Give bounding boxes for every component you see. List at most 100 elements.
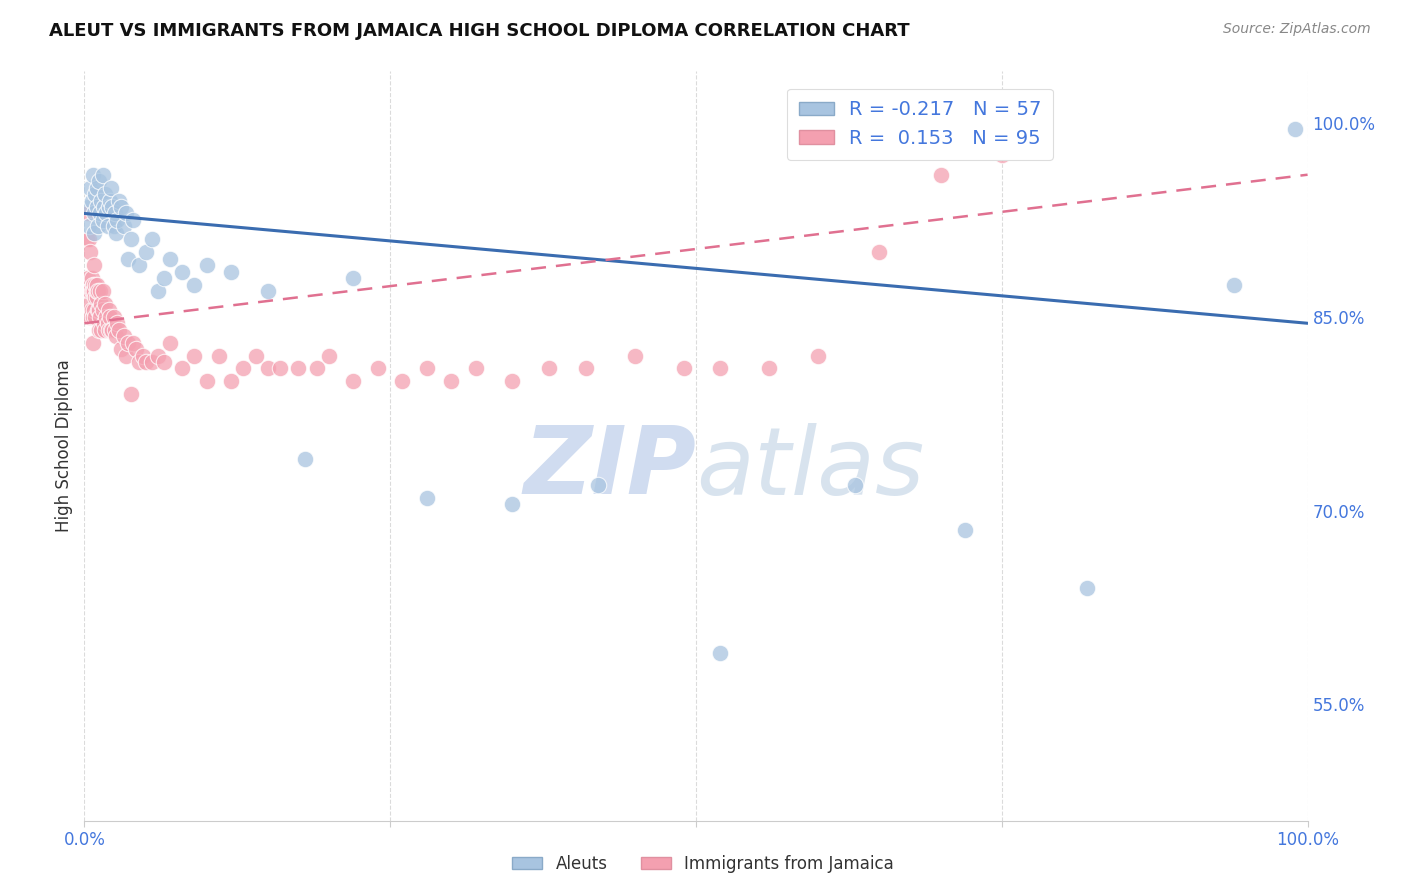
Point [89,284,111,298]
Point [83,206,105,220]
Point [294,451,316,466]
Point [82,277,104,292]
Point [586,477,609,491]
Point [287,361,309,376]
Point [84,310,107,324]
Point [86,180,108,194]
Point [79,310,101,324]
Legend: Aleuts, Immigrants from Jamaica: Aleuts, Immigrants from Jamaica [506,848,900,880]
Point [367,361,389,376]
Point [128,258,150,272]
Point [1284,122,1306,136]
Point [97,200,120,214]
Point [183,349,205,363]
Point [93,316,115,330]
Point [103,310,125,324]
Point [100,323,122,337]
Point [159,335,181,350]
Point [538,361,561,376]
Point [77,232,100,246]
Point [844,477,866,491]
Point [93,200,115,214]
Point [87,323,110,337]
Point [89,310,111,324]
Point [125,342,148,356]
Point [80,284,103,298]
Point [89,206,111,220]
Point [112,219,135,234]
Point [991,148,1014,162]
Point [195,258,218,272]
Point [76,284,98,298]
Point [86,277,108,292]
Point [758,361,780,376]
Point [219,375,242,389]
Point [94,297,117,311]
Point [96,310,118,324]
Point [79,180,101,194]
Legend: R = -0.217   N = 57, R =  0.153   N = 95: R = -0.217 N = 57, R = 0.153 N = 95 [787,88,1053,160]
Point [120,232,142,246]
Point [318,349,340,363]
Point [257,361,280,376]
Point [208,349,231,363]
Point [77,271,100,285]
Point [122,335,145,350]
Point [110,200,132,214]
Point [105,226,128,240]
Point [77,206,100,220]
Point [101,323,124,337]
Point [104,323,127,337]
Point [502,497,524,511]
Point [77,284,100,298]
Point [869,245,891,260]
Point [172,264,194,278]
Point [97,316,120,330]
Point [83,226,105,240]
Point [91,284,114,298]
Point [94,187,117,202]
Text: atlas: atlas [696,423,924,514]
Point [80,194,103,208]
Point [82,335,104,350]
Point [159,252,181,266]
Point [86,284,108,298]
Point [115,349,138,363]
Point [100,180,122,194]
Point [82,284,104,298]
Point [97,323,120,337]
Point [97,303,120,318]
Point [146,349,169,363]
Point [84,277,107,292]
Point [96,206,118,220]
Point [219,264,242,278]
Point [672,361,695,376]
Point [110,342,132,356]
Point [245,349,267,363]
Point [232,361,254,376]
Point [105,213,128,227]
Point [104,206,127,220]
Point [117,335,139,350]
Point [79,245,101,260]
Point [105,316,128,330]
Point [83,284,105,298]
Point [87,303,110,318]
Point [153,271,176,285]
Point [77,219,100,234]
Point [128,355,150,369]
Point [183,277,205,292]
Point [91,213,114,227]
Point [269,361,291,376]
Point [135,245,157,260]
Text: Source: ZipAtlas.com: Source: ZipAtlas.com [1223,22,1371,37]
Point [305,361,328,376]
Point [115,206,138,220]
Text: ALEUT VS IMMIGRANTS FROM JAMAICA HIGH SCHOOL DIPLOMA CORRELATION CHART: ALEUT VS IMMIGRANTS FROM JAMAICA HIGH SC… [49,22,910,40]
Point [87,174,110,188]
Point [94,323,117,337]
Point [132,349,155,363]
Point [146,284,169,298]
Point [1076,581,1098,595]
Point [83,258,105,272]
